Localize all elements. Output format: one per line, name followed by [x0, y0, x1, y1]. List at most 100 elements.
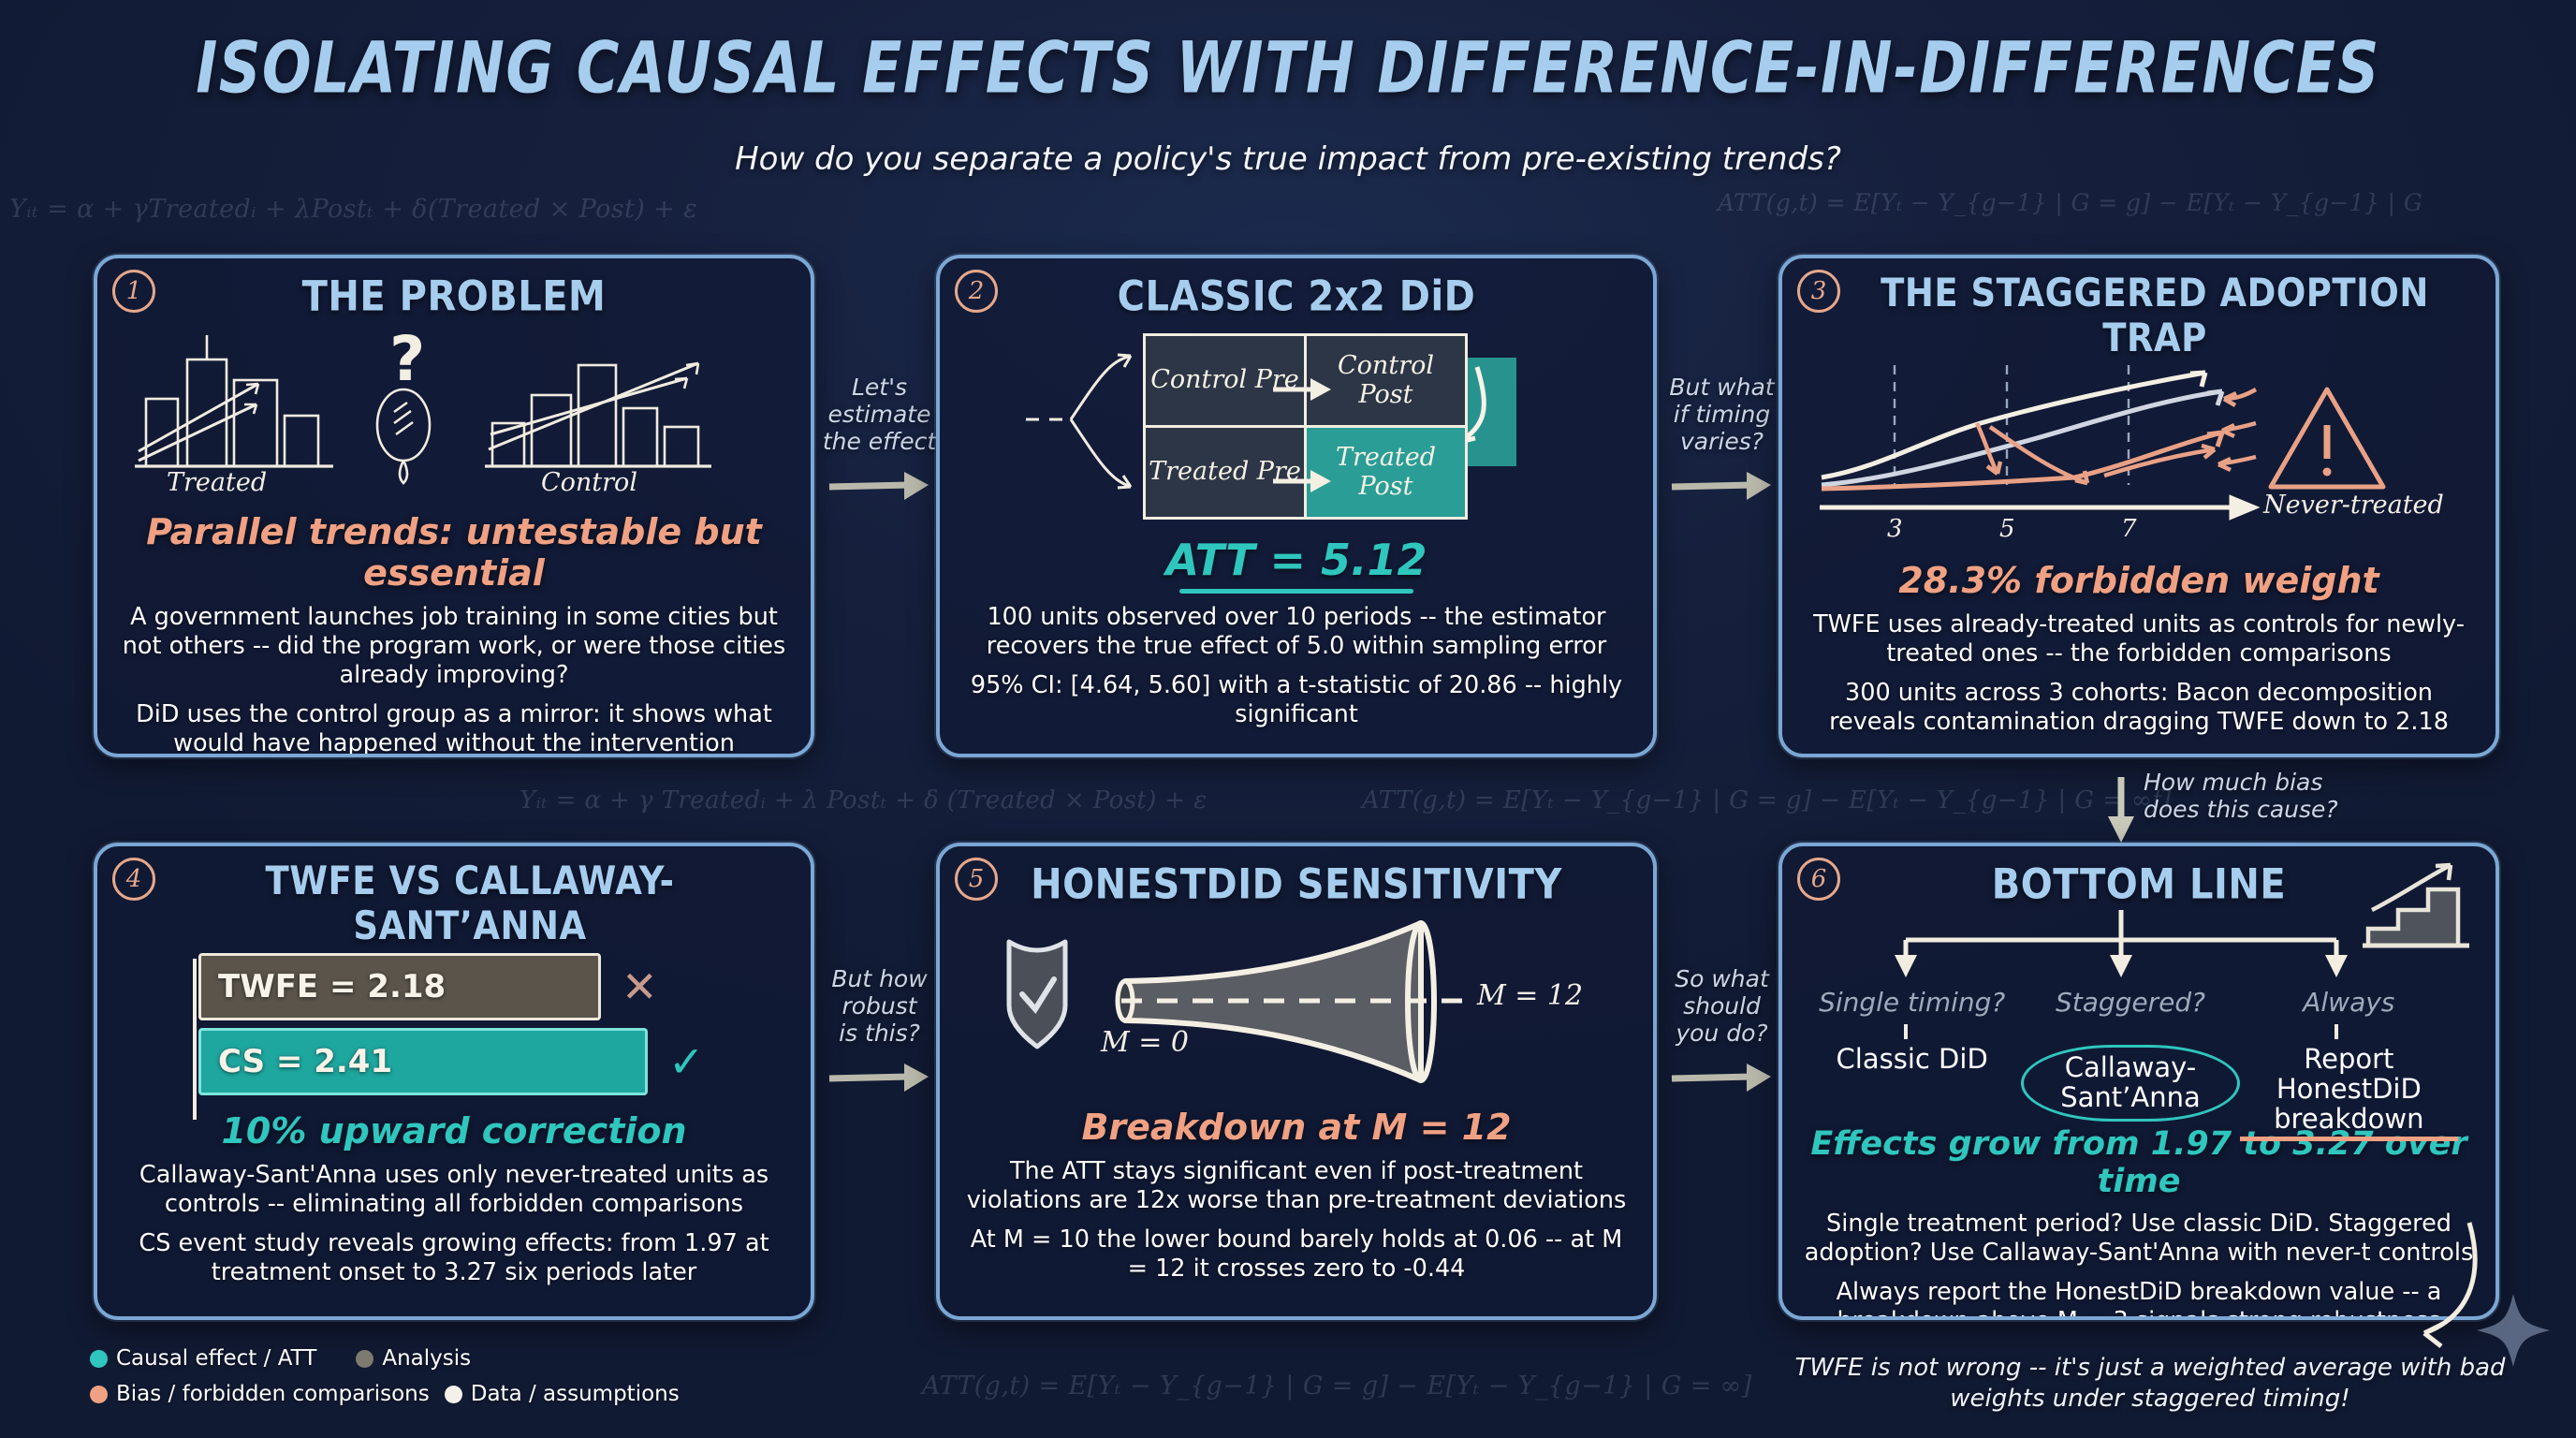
- tree-question-single-timing: Single timing?: [1819, 987, 2006, 1018]
- tree-answer-classic-did: Classic DiD: [1836, 1043, 1988, 1075]
- background-formula-top-right: ATT(g,t) = E[Yₜ − Y_{g−1} | G = g] − E[Y…: [1718, 189, 2423, 216]
- panel-number-badge: 3: [1797, 270, 1840, 313]
- connector-so-what-should-you-do: So what should you do?: [1659, 965, 1785, 1106]
- label-treated: Treated: [167, 468, 268, 497]
- panel-bottom-line[interactable]: 6 BOTTOM LINE: [1778, 843, 2499, 1320]
- skyline-mirror-svg: ?: [135, 323, 711, 485]
- panel-body-line: At M = 10 the lower bound barely holds a…: [970, 1225, 1623, 1284]
- highlight-pill: Callaway-Sant’Anna: [2021, 1045, 2240, 1122]
- panel-headline-text: Breakdown at M = 12: [1081, 1107, 1512, 1148]
- bar-row-cs: CS = 2.41 ✓: [198, 1028, 790, 1095]
- arrow-down-icon: [2108, 777, 2134, 843]
- cell-control-post: Control Post: [1304, 333, 1468, 428]
- connector-text: But how robust is this?: [831, 965, 928, 1047]
- tree-branches-svg: [1895, 910, 2348, 977]
- arrow-right-icon: [828, 1064, 929, 1093]
- cone-label-m12: M = 12: [1477, 979, 1584, 1012]
- problem-illustration: ? Treated Control: [118, 318, 790, 497]
- bar-twfe: TWFE = 2.18: [198, 953, 601, 1020]
- legend-dot-bias: [90, 1385, 108, 1403]
- legend-dot-causal-effect: [90, 1349, 108, 1368]
- panel-staggered-adoption-trap[interactable]: 3 THE STAGGERED ADOPTION TRAP: [1778, 255, 2499, 757]
- panel-the-problem[interactable]: 1 THE PROBLEM ?: [94, 255, 814, 757]
- cone-svg: [1006, 920, 1464, 1083]
- estimate-bars: TWFE = 2.18 ✕ CS = 2.41 ✓: [118, 953, 790, 1120]
- chart-tick-7: 7: [2121, 515, 2137, 543]
- background-formula-mid-right: ATT(g,t) = E[Yₜ − Y_{g−1} | G = g] − E[Y…: [1362, 786, 2172, 814]
- connector-lets-estimate: Let's estimate the effect: [816, 374, 943, 514]
- arrow-pre-to-post-bottom-icon: [1273, 470, 1331, 492]
- chart-tick-3: 3: [1887, 515, 1903, 543]
- panel-body-line: Always report the HonestDiD breakdown va…: [1836, 1278, 2442, 1316]
- page-subtitle: How do you separate a policy's true impa…: [735, 140, 1841, 178]
- tree-answer-row: Classic DiD Callaway-Sant’Anna Report Ho…: [1803, 1043, 2458, 1141]
- tree-answer-report-honestdid: Report HonestDiD breakdown: [2239, 1044, 2458, 1141]
- panel-twfe-vs-callaway-santanna[interactable]: 4 TWFE VS CALLAWAY-SANT’ANNA TWFE = 2.18…: [94, 843, 814, 1320]
- arrow-right-icon: [1671, 1064, 1771, 1093]
- panel-number-badge: 2: [955, 270, 998, 313]
- staircase-growth-icon: [2363, 862, 2469, 948]
- panel-headline: Parallel trends: untestable but essentia…: [146, 511, 762, 594]
- panel-body-line: TWFE uses already-treated units as contr…: [1813, 610, 2465, 668]
- legend-item-data-assumptions: Data / assumptions: [444, 1382, 680, 1406]
- bar-cs: CS = 2.41: [198, 1028, 648, 1095]
- panel-body-line: CS event study reveals growing effects: …: [139, 1229, 769, 1287]
- legend-dot-data: [444, 1385, 462, 1403]
- tree-question-staggered: Staggered?: [2055, 987, 2206, 1018]
- panel-title: CLASSIC 2x2 DiD: [1117, 272, 1476, 321]
- legend-item-bias: Bias / forbidden comparisons: [90, 1382, 430, 1406]
- panel-body-line: A government launches job training in so…: [122, 603, 786, 690]
- panel-body-line: 300 units across 3 cohorts: Bacon decomp…: [1829, 679, 2449, 737]
- arrow-right-icon: [1671, 472, 1771, 501]
- cone-label-m0: M = 0: [1101, 1026, 1190, 1059]
- panel-body-line: The ATT stays significant even if post-t…: [966, 1157, 1627, 1215]
- bar-row-twfe: TWFE = 2.18 ✕: [198, 953, 790, 1020]
- legend: Causal effect / ATT Analysis Bias / forb…: [90, 1346, 680, 1417]
- panel-honestdid-sensitivity[interactable]: 5 HONESTDID SENSITIVITY M = 0 M = 12 Bre…: [936, 843, 1657, 1320]
- connector-text: So what should you do?: [1675, 965, 1769, 1047]
- connector-text: How much bias does this cause?: [2144, 769, 2338, 823]
- decision-tree: Single timing? Staggered? Always Classic…: [1803, 906, 2475, 1141]
- underlined-answer: Report HonestDiD breakdown: [2239, 1044, 2458, 1141]
- arrow-pre-to-post-top-icon: [1273, 378, 1331, 401]
- check-icon: ✓: [668, 1036, 705, 1087]
- legend-row: Bias / forbidden comparisons Data / assu…: [90, 1382, 680, 1406]
- legend-label: Data / assumptions: [470, 1382, 680, 1406]
- panel-classic-2x2-did[interactable]: 2 CLASSIC 2x2 DiD Control Pre: [936, 255, 1657, 757]
- panel-number-badge: 1: [112, 270, 155, 313]
- panel-headline: Effects grow from 1.97 to 3.27 over time: [1810, 1125, 2467, 1200]
- staggered-cohorts-chart: Never-treated 3 5 7: [1803, 358, 2475, 543]
- tree-question-row: Single timing? Staggered? Always: [1803, 987, 2458, 1018]
- background-formula-mid-left: Yᵢₜ = α + γ Treatedᵢ + λ Postₜ + δ (Trea…: [520, 786, 1208, 814]
- legend-row: Causal effect / ATT Analysis: [90, 1346, 680, 1371]
- arrow-right-icon: [828, 472, 929, 501]
- label-control: Control: [541, 468, 637, 497]
- legend-item-analysis: Analysis: [356, 1346, 471, 1371]
- cohort-trends-svg: [1820, 365, 2386, 521]
- tree-answer-callaway-santanna: Callaway-Sant’Anna: [2021, 1045, 2240, 1141]
- connector-how-much-bias: How much bias does this cause?: [2108, 769, 2424, 843]
- panel-body-line: DiD uses the control group as a mirror: …: [136, 700, 772, 757]
- panel-body-line: 100 units observed over 10 periods -- th…: [986, 603, 1607, 661]
- sensitivity-cone-art: M = 0 M = 12: [960, 908, 1632, 1095]
- chart-tick-5: 5: [1999, 515, 2015, 543]
- warning-triangle-icon: [2268, 387, 2386, 490]
- cell-treated-pre: Treated Pre: [1143, 425, 1307, 520]
- connector-but-how-robust: But how robust is this?: [816, 965, 943, 1106]
- cell-control-pre: Control Pre: [1143, 333, 1307, 428]
- svg-text:?: ?: [389, 323, 425, 395]
- panel-headline: 28.3% forbidden weight: [1898, 560, 2379, 601]
- chart-axis-label-never-treated: Never-treated: [2263, 491, 2444, 520]
- cross-icon: ✕: [622, 961, 658, 1012]
- panel-body-line: Single treatment period? Use classic DiD…: [1804, 1210, 2474, 1268]
- background-formula-bottom: ATT(g,t) = E[Yₜ − Y_{g−1} | G = g] − E[Y…: [922, 1372, 1752, 1401]
- sparkle-icon: [2477, 1294, 2550, 1367]
- panel-number-badge: 6: [1797, 858, 1840, 901]
- shield-check-icon: [1006, 939, 1068, 1049]
- page-title: ISOLATING CAUSAL EFFECTS WITH DIFFERENCE…: [196, 25, 2380, 110]
- panel-title: BOTTOM LINE: [1991, 860, 2287, 909]
- tree-stems-svg: [1904, 1024, 2338, 1039]
- panel-body-line: 95% CI: [4.64, 5.60] with a t-statistic …: [970, 671, 1623, 729]
- panel-title: HONESTDID SENSITIVITY: [1031, 860, 1562, 909]
